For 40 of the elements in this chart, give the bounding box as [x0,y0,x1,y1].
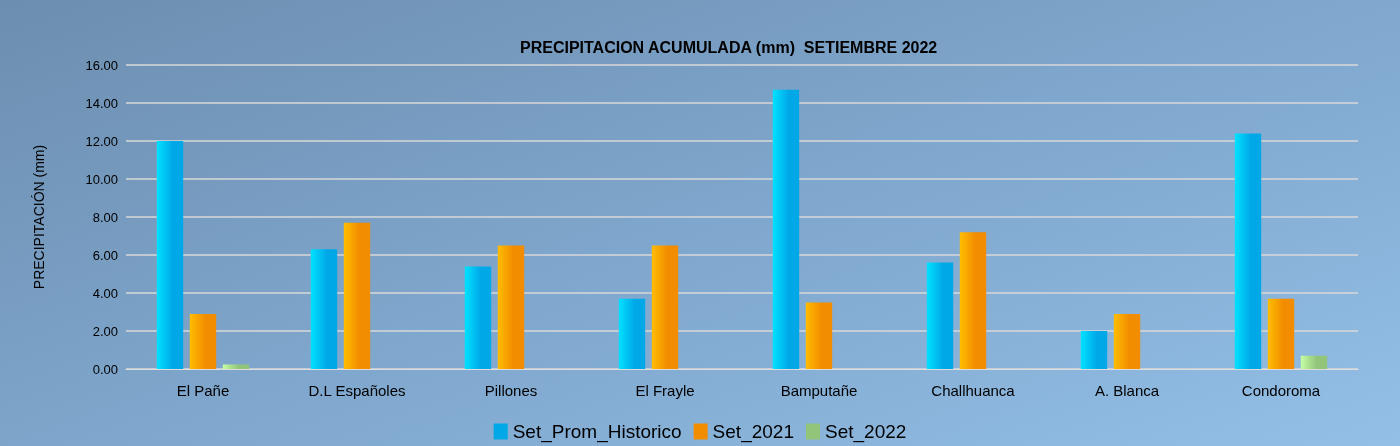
bar [805,302,833,369]
y-axis-title: PRECIPITACIÓN (mm) [31,144,47,290]
bar [926,262,954,369]
y-tick-label: 6.00 [92,247,118,263]
bar [618,298,646,369]
bar [310,249,338,369]
bar [189,313,217,369]
y-tick-label: 12.00 [85,133,118,149]
x-tick-label: A. Blanca [1094,382,1160,399]
y-tick-label: 16.00 [85,57,118,73]
x-tick-label: Bamputañe [780,382,858,399]
x-tick-label: Challhuanca [931,382,1016,399]
bar [959,232,987,369]
y-tick-label: 14.00 [85,95,118,111]
legend-label: Set_2021 [712,421,794,443]
y-tick-label: 0.00 [92,361,118,377]
x-tick-label: El Frayle [635,382,695,399]
legend-label: Set_2022 [824,421,907,443]
bar [772,89,800,369]
y-tick-label: 10.00 [85,171,118,187]
x-tick-label: D.L Españoles [308,382,406,399]
chart-title: PRECIPITACION ACUMULADA (mm) SETIEMBRE 2022 [520,38,938,56]
x-tick-label: El Pañe [176,382,230,399]
x-tick-label: Condoroma [1241,382,1321,399]
bar [222,364,250,369]
legend-label: Set_Prom_Historico [512,421,682,443]
bar [651,245,679,369]
x-tick-label: Pillones [484,382,538,399]
bar [1234,133,1262,369]
y-tick-label: 2.00 [92,323,118,339]
y-tick-label: 4.00 [92,285,118,301]
bar [1080,331,1108,369]
bar [1113,313,1141,369]
bar [1267,298,1295,369]
bar [464,266,492,369]
bar [497,245,525,369]
y-tick-label: 8.00 [92,209,118,225]
bar [343,222,371,369]
bar [1300,355,1328,369]
bar [156,141,184,369]
